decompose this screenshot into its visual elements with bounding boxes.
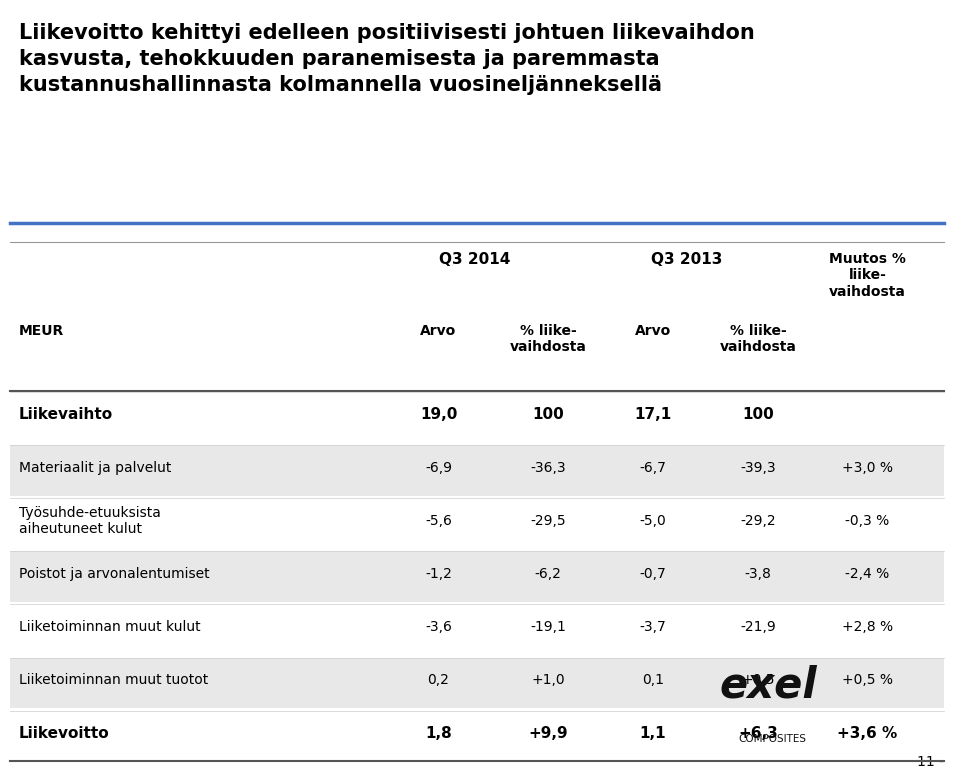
Text: 100: 100 <box>532 407 564 423</box>
Bar <box>10 445 944 496</box>
Text: 1,1: 1,1 <box>639 726 666 741</box>
Text: Arvo: Arvo <box>635 324 671 338</box>
Text: 0,1: 0,1 <box>642 673 664 687</box>
Text: +9,9: +9,9 <box>528 726 568 741</box>
Text: 1,8: 1,8 <box>425 726 452 741</box>
Text: Työsuhde-etuuksista
aiheutuneet kulut: Työsuhde-etuuksista aiheutuneet kulut <box>19 506 161 536</box>
Text: exel: exel <box>720 665 817 707</box>
Text: +2,8 %: +2,8 % <box>842 620 893 634</box>
Text: -5,6: -5,6 <box>425 514 452 528</box>
Text: +0,5: +0,5 <box>741 673 775 687</box>
Text: -19,1: -19,1 <box>530 620 566 634</box>
Bar <box>10 658 944 708</box>
Text: Poistot ja arvonalentumiset: Poistot ja arvonalentumiset <box>19 567 209 581</box>
Text: -21,9: -21,9 <box>740 620 776 634</box>
Text: +0,5 %: +0,5 % <box>842 673 893 687</box>
Text: 17,1: 17,1 <box>635 407 672 423</box>
Text: Q3 2013: Q3 2013 <box>651 252 722 267</box>
Text: % liike-
vaihdosta: % liike- vaihdosta <box>510 324 587 355</box>
Text: Liikevaihto: Liikevaihto <box>19 407 113 423</box>
Text: MEUR: MEUR <box>19 324 64 338</box>
Text: -36,3: -36,3 <box>530 461 566 475</box>
Text: +1,0: +1,0 <box>532 673 565 687</box>
Text: 100: 100 <box>742 407 774 423</box>
Text: Arvo: Arvo <box>420 324 457 338</box>
Text: Liikevoitto kehittyi edelleen positiivisesti johtuen liikevaihdon
kasvusta, teho: Liikevoitto kehittyi edelleen positiivis… <box>19 23 755 95</box>
Text: 0,2: 0,2 <box>427 673 449 687</box>
Text: +6,3: +6,3 <box>738 726 778 741</box>
Text: -5,0: -5,0 <box>639 514 666 528</box>
Text: -1,2: -1,2 <box>425 567 452 581</box>
Text: Liiketoiminnan muut kulut: Liiketoiminnan muut kulut <box>19 620 201 634</box>
Text: -29,2: -29,2 <box>740 514 776 528</box>
Text: +3,6 %: +3,6 % <box>837 726 898 741</box>
Text: -6,9: -6,9 <box>425 461 452 475</box>
Text: COMPOSITES: COMPOSITES <box>739 733 806 744</box>
Text: % liike-
vaihdosta: % liike- vaihdosta <box>719 324 797 355</box>
Text: Liiketoiminnan muut tuotot: Liiketoiminnan muut tuotot <box>19 673 208 687</box>
Text: -3,6: -3,6 <box>425 620 452 634</box>
Text: Q3 2014: Q3 2014 <box>439 252 510 267</box>
Text: Muutos %
liike-
vaihdosta: Muutos % liike- vaihdosta <box>829 252 906 298</box>
Text: -2,4 %: -2,4 % <box>846 567 890 581</box>
Text: -39,3: -39,3 <box>740 461 776 475</box>
Text: -0,3 %: -0,3 % <box>846 514 890 528</box>
Text: -29,5: -29,5 <box>530 514 566 528</box>
Text: -6,7: -6,7 <box>639 461 666 475</box>
Text: -6,2: -6,2 <box>535 567 562 581</box>
Text: 19,0: 19,0 <box>420 407 457 423</box>
Text: +3,0 %: +3,0 % <box>842 461 893 475</box>
Text: -3,7: -3,7 <box>639 620 666 634</box>
Text: -3,8: -3,8 <box>745 567 772 581</box>
Bar <box>10 551 944 602</box>
Text: -0,7: -0,7 <box>639 567 666 581</box>
Text: 11 -: 11 - <box>917 755 944 769</box>
Text: Materiaalit ja palvelut: Materiaalit ja palvelut <box>19 461 172 475</box>
Text: Liikevoitto: Liikevoitto <box>19 726 109 741</box>
